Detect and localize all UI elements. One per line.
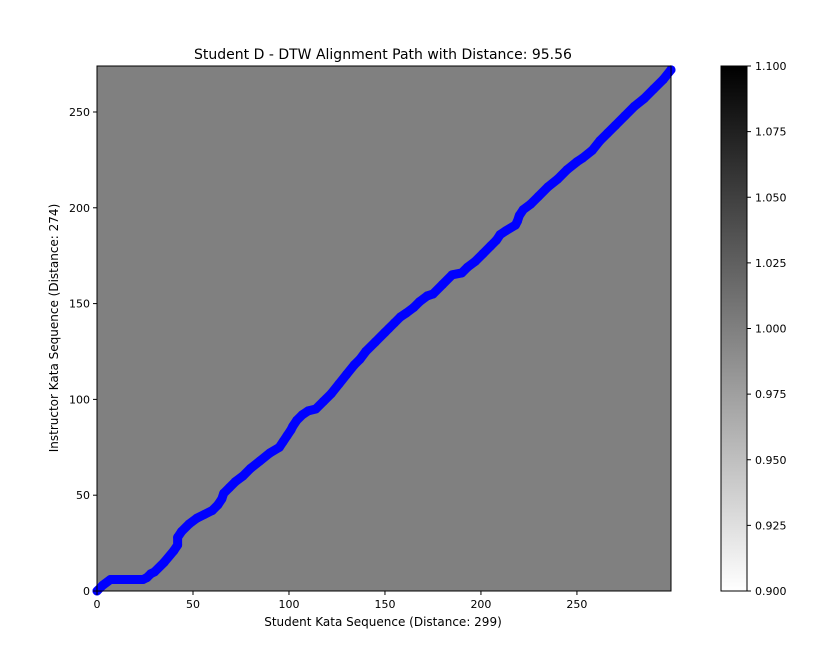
alignment-path-point [159, 557, 169, 567]
alignment-path-point [121, 575, 131, 584]
colorbar-tick-label: 1.075 [755, 126, 787, 139]
y-tick-label: 250 [69, 106, 90, 119]
alignment-path-point [342, 369, 352, 379]
alignment-path-point [534, 191, 544, 201]
alignment-path-point [658, 74, 668, 84]
colorbar-tick-label: 1.050 [755, 191, 787, 204]
alignment-path-point [610, 120, 620, 130]
x-tick-label: 250 [566, 598, 587, 611]
alignment-path-point [192, 513, 202, 523]
alignment-path-point [486, 241, 496, 251]
alignment-path-point [219, 488, 229, 498]
alignment-path-point [470, 256, 480, 266]
alignment-path-point [184, 519, 194, 529]
alignment-path-point [457, 268, 467, 278]
alignment-path-point [595, 136, 605, 146]
alignment-path-point [639, 94, 649, 104]
alignment-path-point [311, 404, 321, 414]
alignment-path-point [230, 477, 240, 487]
alignment-path-point [587, 145, 597, 155]
x-tick-label: 100 [278, 598, 299, 611]
alignment-path-point [224, 483, 234, 493]
alignment-path-point [370, 337, 380, 347]
y-tick-label: 150 [69, 298, 90, 311]
alignment-path-point [303, 406, 313, 416]
y-axis-ticks: 0 50 100 150 200 250 [69, 106, 97, 598]
alignment-path-point [349, 360, 359, 370]
alignment-path-point [176, 527, 186, 537]
y-tick-label: 100 [69, 393, 90, 406]
colorbar-tick-label: 1.100 [755, 60, 787, 73]
alignment-path-point [173, 540, 183, 550]
alignment-path-point [265, 448, 275, 458]
plot-frame [96, 65, 672, 592]
alignment-path-point [463, 262, 473, 272]
alignment-path-layer [92, 65, 676, 596]
colorbar [720, 65, 748, 592]
alignment-path-point [578, 153, 588, 163]
x-tick-label: 50 [186, 598, 200, 611]
y-tick-label: 200 [69, 202, 90, 215]
alignment-path-point [562, 164, 572, 174]
x-tick-label: 150 [374, 598, 395, 611]
alignment-path-point [526, 199, 536, 209]
y-tick-label: 0 [83, 585, 90, 598]
alignment-path-point [428, 289, 438, 299]
alignment-path-point [553, 174, 563, 184]
alignment-path-point [255, 456, 265, 466]
alignment-path-point [150, 567, 160, 577]
x-tick-label: 200 [470, 598, 491, 611]
alignment-path-point [98, 580, 108, 590]
alignment-path-point [246, 463, 256, 473]
alignment-path-point [334, 379, 344, 389]
alignment-path-point [130, 575, 140, 584]
y-axis-label: Instructor Kata Sequence (Distance: 274) [47, 204, 61, 453]
alignment-path-point [409, 302, 419, 312]
x-axis-ticks: 0 50 100 150 200 250 [94, 591, 587, 611]
alignment-path-point [200, 509, 210, 519]
alignment-path-point [438, 279, 448, 289]
colorbar-tick-label: 0.900 [755, 585, 787, 598]
colorbar-tick-label: 1.000 [755, 323, 787, 336]
alignment-path-point [384, 324, 394, 333]
alignment-path-point [111, 575, 121, 584]
alignment-path-point [447, 270, 457, 280]
colorbar-tick-label: 1.025 [755, 257, 787, 270]
alignment-path-point [543, 182, 553, 192]
chart-title: Student D - DTW Alignment Path with Dist… [194, 47, 572, 63]
colorbar-tick-label: 0.925 [755, 519, 787, 532]
alignment-path-point [401, 308, 411, 318]
alignment-path-point [238, 471, 248, 481]
y-tick-label: 50 [76, 489, 90, 502]
alignment-path-point [649, 84, 659, 94]
alignment-path-point [326, 389, 336, 399]
alignment-path-point [390, 318, 400, 328]
x-tick-label: 0 [94, 598, 101, 611]
alignment-path-point [361, 346, 371, 356]
x-axis-label: Student Kata Sequence (Distance: 299) [264, 615, 502, 629]
colorbar-tick-label: 0.975 [755, 388, 787, 401]
colorbar-tick-label: 0.950 [755, 454, 787, 467]
alignment-path-point [478, 249, 488, 259]
alignment-path-point [355, 354, 365, 364]
alignment-path-point [415, 297, 425, 307]
alignment-path-point [501, 226, 511, 236]
alignment-path-point [630, 101, 640, 111]
alignment-path-point [207, 506, 217, 516]
alignment-path-point [292, 415, 302, 425]
alignment-path-point [620, 111, 630, 121]
alignment-path-point [319, 396, 329, 406]
alignment-path-point [603, 128, 613, 138]
colorbar-ticks: 0.900 0.925 0.950 0.975 1.000 1.025 1.050 1.075… [747, 60, 787, 598]
alignment-path-point [518, 205, 528, 215]
